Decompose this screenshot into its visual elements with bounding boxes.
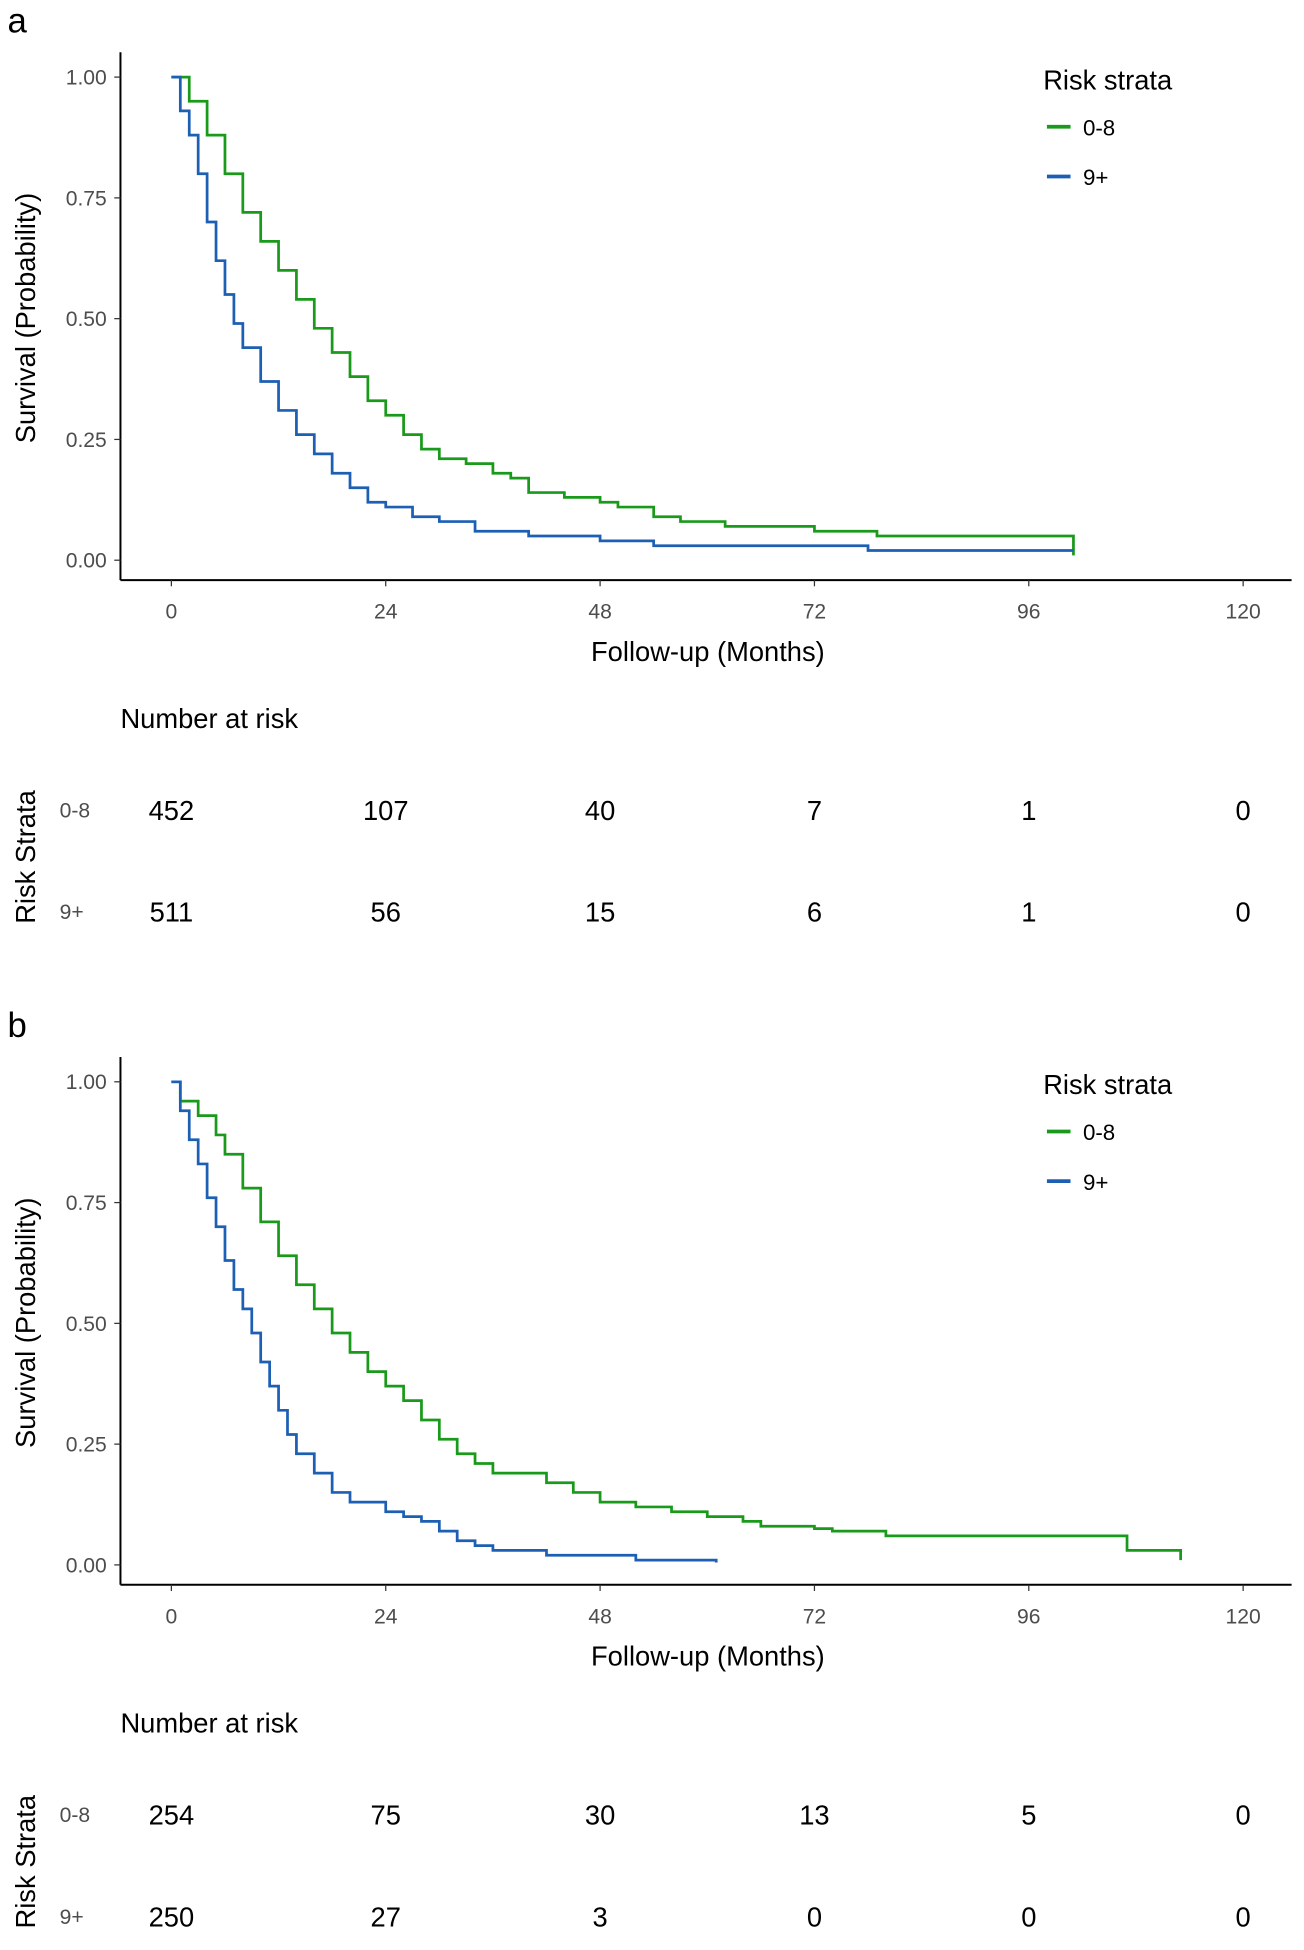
- risk-row-label: 0-8: [60, 799, 91, 822]
- x-tick-label: 96: [1017, 601, 1040, 624]
- panel-label: b: [7, 1007, 26, 1045]
- risk-count: 0: [1236, 795, 1251, 826]
- x-tick-label: 120: [1226, 1605, 1261, 1628]
- y-tick-label: 0.25: [66, 429, 107, 452]
- panel-label: a: [7, 2, 27, 40]
- risk-row-label: 0-8: [60, 1804, 91, 1827]
- risk-count: 56: [371, 897, 401, 928]
- risk-count: 0: [807, 1901, 822, 1932]
- x-tick-label: 24: [374, 1605, 398, 1628]
- x-tick-label: 120: [1226, 601, 1261, 624]
- risk-count: 0: [1236, 897, 1251, 928]
- y-tick-label: 0.50: [66, 1313, 107, 1336]
- x-tick-label: 96: [1017, 1605, 1040, 1628]
- x-tick-label: 72: [803, 1605, 826, 1628]
- y-axis-label: Survival (Probability): [10, 193, 41, 443]
- risk-count: 7: [807, 795, 822, 826]
- risk-table-title: Number at risk: [120, 703, 298, 734]
- risk-row-label: 9+: [60, 1906, 84, 1929]
- x-tick-label: 48: [588, 601, 611, 624]
- risk-count: 15: [585, 897, 615, 928]
- risk-count: 511: [150, 897, 194, 928]
- legend-label: 0-8: [1083, 1120, 1115, 1145]
- legend-title: Risk strata: [1043, 1069, 1173, 1100]
- survival-curve-0-8: [171, 1080, 1182, 1561]
- risk-count: 452: [149, 795, 195, 826]
- risk-count: 13: [799, 1799, 829, 1830]
- x-tick-label: 72: [803, 601, 826, 624]
- risk-row-label: 9+: [60, 901, 84, 924]
- risk-count: 107: [363, 795, 409, 826]
- risk-count: 0: [1021, 1901, 1036, 1932]
- y-tick-label: 1.00: [66, 1071, 107, 1094]
- legend-label: 9+: [1083, 1170, 1108, 1195]
- x-axis-label: Follow-up (Months): [591, 1640, 825, 1671]
- legend-label: 0-8: [1083, 115, 1115, 140]
- y-tick-label: 0.50: [66, 308, 107, 331]
- risk-count: 30: [585, 1799, 615, 1830]
- risk-table-ylabel: Risk Strata: [10, 789, 41, 923]
- risk-count: 250: [149, 1901, 195, 1932]
- x-tick-label: 0: [166, 601, 178, 624]
- risk-count: 40: [585, 795, 615, 826]
- risk-table-title: Number at risk: [120, 1708, 298, 1739]
- risk-count: 0: [1236, 1799, 1251, 1830]
- x-axis-label: Follow-up (Months): [591, 636, 825, 667]
- risk-table-ylabel: Risk Strata: [10, 1794, 41, 1928]
- y-tick-label: 0.25: [66, 1434, 107, 1457]
- risk-count: 254: [149, 1799, 195, 1830]
- y-axis-label: Survival (Probability): [10, 1198, 41, 1448]
- y-tick-label: 0.00: [66, 1554, 107, 1577]
- risk-count: 0: [1236, 1901, 1251, 1932]
- x-tick-label: 0: [166, 1605, 178, 1628]
- x-tick-label: 24: [374, 601, 398, 624]
- survival-curve-0-8: [171, 75, 1075, 556]
- y-tick-label: 1.00: [66, 67, 107, 90]
- survival-curve-9-plus: [171, 75, 1074, 552]
- x-tick-label: 48: [588, 1605, 611, 1628]
- risk-count: 1: [1021, 795, 1036, 826]
- legend-label: 9+: [1083, 165, 1108, 190]
- y-tick-label: 0.75: [66, 1192, 107, 1215]
- risk-count: 1: [1021, 897, 1036, 928]
- y-tick-label: 0.00: [66, 550, 107, 573]
- risk-count: 5: [1021, 1799, 1036, 1830]
- legend-title: Risk strata: [1043, 65, 1173, 96]
- risk-count: 75: [371, 1799, 401, 1830]
- risk-count: 27: [371, 1901, 401, 1932]
- risk-count: 3: [592, 1901, 607, 1932]
- y-tick-label: 0.75: [66, 187, 107, 210]
- risk-count: 6: [807, 897, 822, 928]
- survival-curve-9-plus: [171, 1080, 718, 1563]
